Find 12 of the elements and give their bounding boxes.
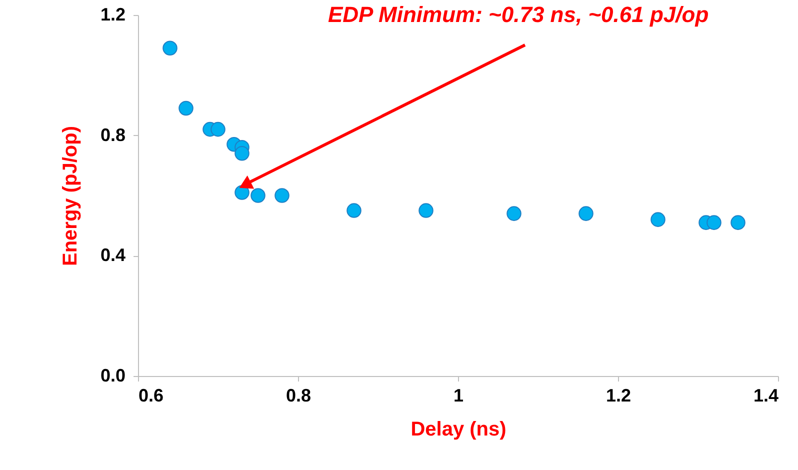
x-axis-title: Delay (ns) [410, 418, 506, 440]
x-tick-label: 1.4 [753, 386, 778, 406]
x-tick-label: 1.2 [606, 386, 632, 406]
y-tick-label: 0.4 [100, 245, 126, 266]
y-tick-label: 0.8 [100, 124, 126, 145]
y-tick-label: 0.0 [100, 366, 126, 386]
y-axis-title: Energy (pJ/op) [59, 126, 82, 266]
y-tick-label: 1.2 [100, 4, 126, 24]
x-tick-label: 0.6 [138, 386, 164, 406]
x-tick-label: 0.8 [286, 386, 312, 406]
annotation: EDP Minimum: ~0.73 ns, ~0.61 pJ/op [328, 2, 709, 27]
x-tick-label: 1 [453, 386, 464, 406]
